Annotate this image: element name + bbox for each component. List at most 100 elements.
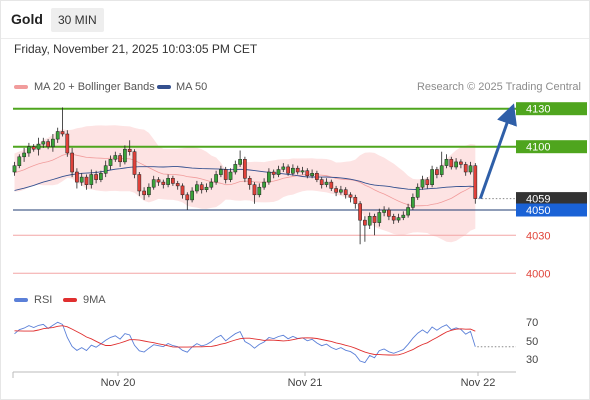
- candle-body: [324, 181, 329, 185]
- candle: [387, 207, 391, 221]
- candle: [46, 139, 50, 150]
- candle: [108, 155, 113, 170]
- price-tag-background: [516, 102, 587, 116]
- candle: [377, 208, 382, 227]
- candle-body: [420, 179, 425, 188]
- candle-body: [132, 151, 137, 175]
- candle-body: [60, 131, 65, 135]
- candle: [382, 206, 386, 217]
- candle: [425, 177, 430, 189]
- candle: [60, 107, 65, 137]
- ma20-legend-swatch: [14, 85, 28, 89]
- candle-body: [22, 152, 26, 158]
- candle-body: [94, 174, 98, 180]
- candle-body: [372, 216, 377, 223]
- candle: [195, 180, 199, 194]
- candle-body: [108, 159, 113, 166]
- candle-body: [31, 146, 36, 150]
- candle-body: [161, 181, 166, 185]
- candle-body: [36, 143, 41, 150]
- candle: [123, 145, 127, 165]
- candle: [262, 178, 266, 190]
- rsi-legend-swatch: [14, 298, 28, 302]
- candle: [358, 201, 362, 245]
- candle-body: [166, 178, 170, 185]
- candle: [228, 168, 233, 183]
- candle: [75, 168, 79, 189]
- candle: [166, 174, 170, 188]
- candle: [99, 170, 103, 183]
- candle-body: [473, 165, 478, 199]
- candle-body: [449, 159, 454, 168]
- rsi-ma-line: [14, 325, 476, 356]
- candle: [286, 164, 290, 176]
- candle-body: [329, 181, 334, 189]
- candle-body: [463, 164, 468, 173]
- candle-body: [147, 186, 151, 196]
- candle: [89, 169, 94, 189]
- candle-body: [276, 169, 281, 175]
- candle: [281, 163, 286, 172]
- price-tag-background: [516, 140, 587, 154]
- candle-body: [454, 161, 458, 168]
- bollinger-band: [14, 125, 476, 243]
- candle-body: [387, 209, 391, 217]
- candle-body: [175, 183, 180, 187]
- candle-body: [358, 203, 362, 221]
- rsi-tick-label: 70: [526, 317, 538, 329]
- candle: [51, 134, 55, 152]
- candle-body: [55, 131, 60, 140]
- candle-body: [281, 166, 286, 170]
- candle-body: [219, 169, 223, 175]
- candle-body: [391, 216, 396, 221]
- candle: [367, 212, 372, 229]
- candle: [12, 161, 17, 176]
- candle-body: [411, 197, 415, 208]
- candle-body: [156, 179, 161, 183]
- candle-body: [367, 216, 372, 226]
- candle-body: [127, 148, 132, 152]
- candle-body: [238, 159, 242, 165]
- candle: [113, 151, 118, 162]
- price-tag-label: 4100: [526, 142, 550, 154]
- candle-body: [377, 212, 382, 223]
- price-tag-4100: 4100: [516, 140, 587, 154]
- candle-body: [300, 170, 305, 173]
- projection-arrow: [478, 103, 517, 200]
- candle: [156, 177, 161, 186]
- candle-body: [142, 190, 146, 196]
- candle-body: [310, 173, 314, 177]
- candle: [31, 144, 36, 152]
- candle: [209, 178, 214, 190]
- candle: [310, 169, 314, 179]
- price-tag-label: 4059: [526, 194, 550, 206]
- x-tick-label: Nov 20: [101, 377, 136, 389]
- candle-body: [41, 141, 46, 145]
- timeframe-tab[interactable]: 30 MIN: [51, 8, 104, 32]
- candle: [247, 175, 252, 190]
- candle-body: [75, 171, 79, 183]
- ma50-legend-swatch: [157, 85, 171, 89]
- candle: [406, 203, 410, 218]
- candle-body: [267, 171, 271, 183]
- candle-body: [291, 167, 295, 174]
- candle-body: [247, 178, 252, 185]
- candle: [118, 153, 122, 167]
- candle-body: [459, 161, 463, 165]
- candle-body: [151, 179, 156, 188]
- candle-body: [27, 146, 31, 154]
- candle-body: [79, 176, 84, 183]
- candle: [391, 213, 396, 224]
- candle-body: [180, 185, 185, 196]
- bollinger-layer: [14, 125, 476, 243]
- candle-body: [382, 209, 386, 213]
- candle-body: [343, 189, 348, 196]
- price-tag-label: 4030: [526, 230, 550, 242]
- candle: [271, 169, 276, 179]
- price-tag-4050: 4050: [516, 203, 587, 217]
- rsi-tick-label: 50: [526, 336, 538, 348]
- candle-body: [295, 167, 300, 173]
- candle: [252, 182, 257, 204]
- candle-body: [243, 159, 247, 179]
